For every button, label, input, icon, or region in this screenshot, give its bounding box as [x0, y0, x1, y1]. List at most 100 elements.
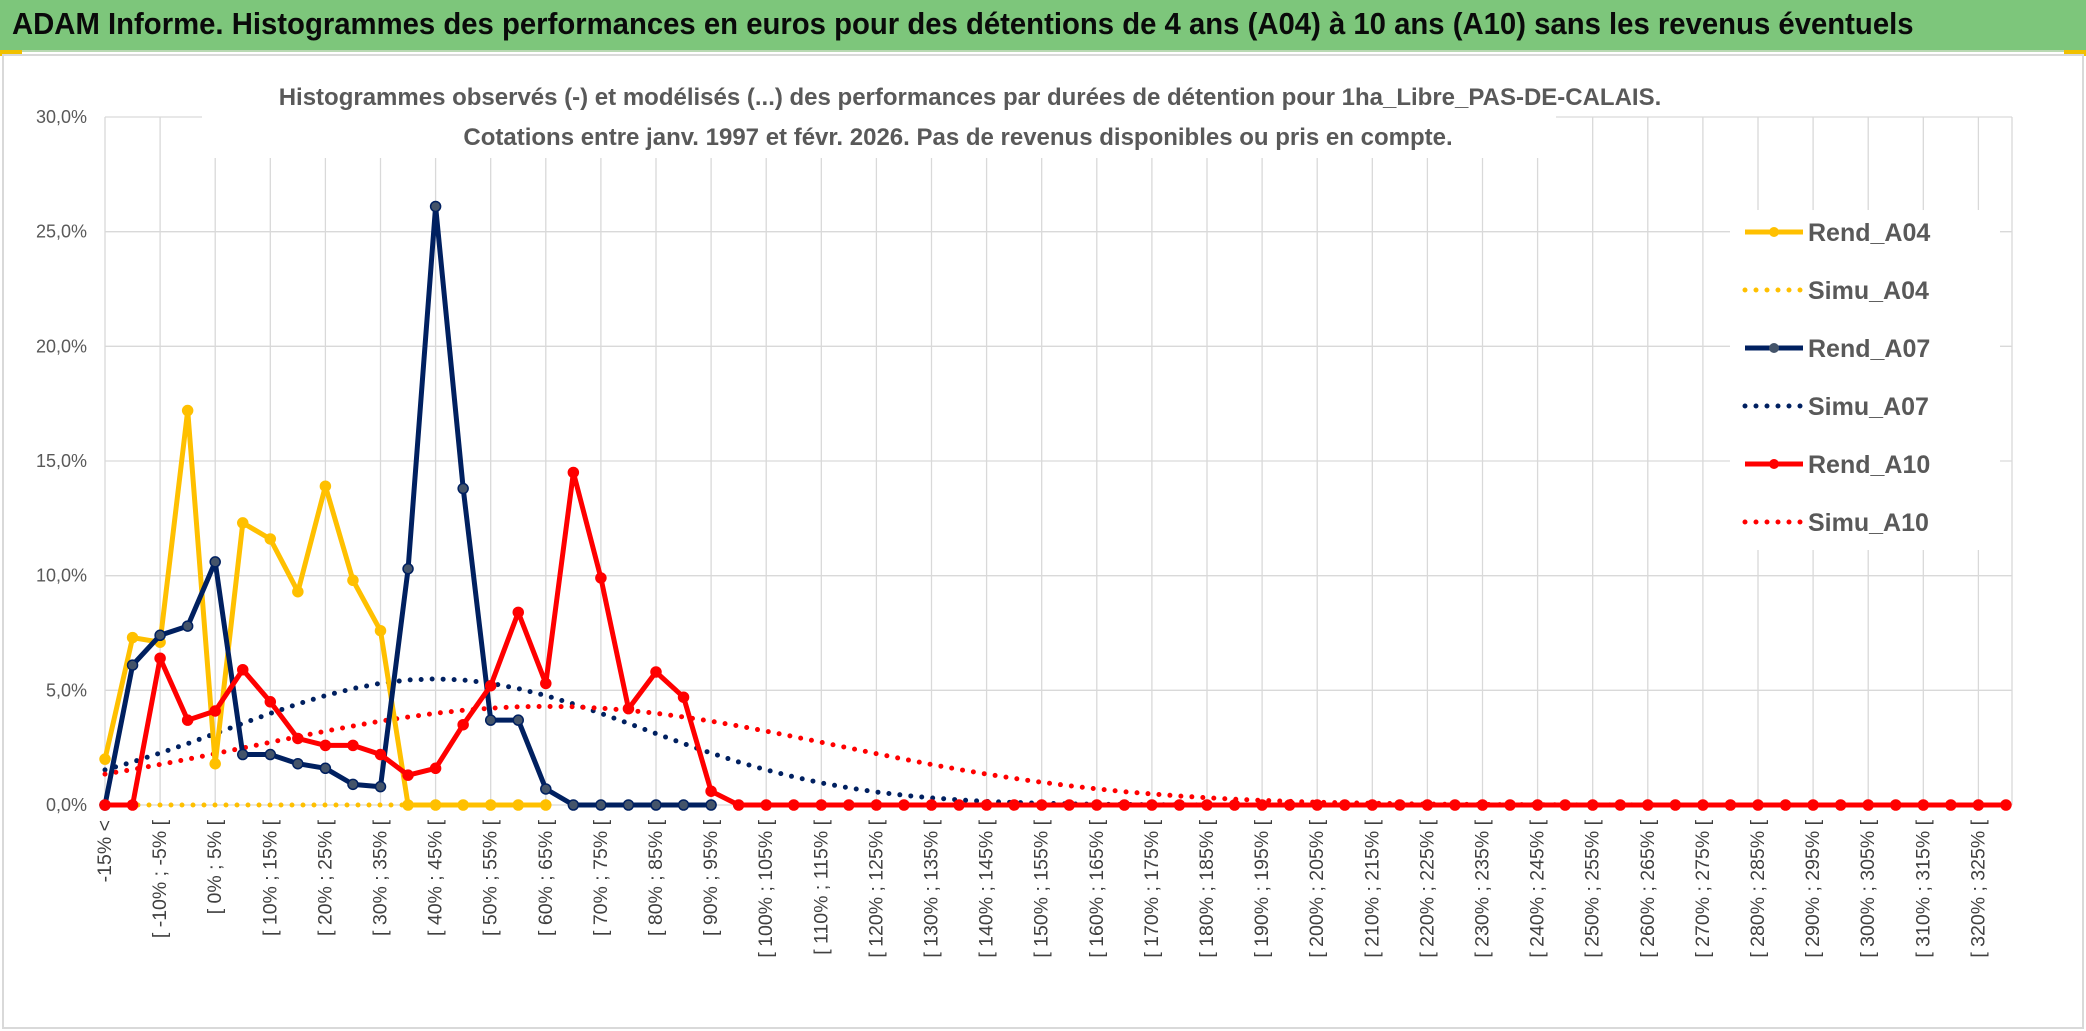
data-point-rend-a10	[484, 679, 497, 692]
data-point-rend-a07	[126, 659, 139, 671]
x-tick-label: [ 80% ; 85% [	[645, 819, 667, 936]
x-tick-label: [ -10% ; -5% [	[149, 819, 171, 938]
data-point-rend-a07	[402, 563, 414, 575]
series-line-rend-a10	[105, 470, 2006, 808]
data-point-rend-a07	[512, 714, 524, 726]
data-point-rend-a10	[1724, 799, 1737, 811]
x-tick-label: [ 250% ; 255% [	[1582, 819, 1604, 957]
data-point-rend-a07	[292, 757, 304, 770]
x-tick-label: [ 130% ; 135% [	[921, 819, 943, 957]
data-point-rend-a10	[1642, 799, 1654, 811]
data-point-rend-a07	[429, 200, 442, 213]
data-point-rend-a07	[650, 799, 662, 811]
x-tick-label: [ 150% ; 155% [	[1031, 819, 1053, 957]
data-point-rend-a10	[457, 718, 469, 731]
x-tick-label: [ 270% ; 275% [	[1692, 819, 1714, 957]
data-point-rend-a10	[1118, 799, 1131, 811]
data-point-rend-a10	[402, 769, 414, 781]
data-point-rend-a07	[457, 482, 469, 495]
x-tick-label: [ 210% ; 215% [	[1361, 819, 1383, 957]
x-tick-label: [ 160% ; 165% [	[1086, 819, 1108, 957]
data-point-rend-a10	[567, 466, 580, 479]
data-point-rend-a10	[788, 799, 800, 811]
page-title: ADAM Informe. Histogrammes des performan…	[12, 6, 1914, 41]
data-point-rend-a07	[154, 629, 166, 642]
data-point-rend-a10	[980, 799, 993, 811]
x-tick-label: [ 300% ; 305% [	[1857, 819, 1879, 957]
data-point-rend-a10	[292, 732, 304, 745]
data-point-rend-a10	[1201, 799, 1213, 811]
data-point-rend-a10	[1917, 799, 1930, 811]
data-point-rend-a04	[347, 574, 359, 587]
data-point-rend-a07	[347, 778, 359, 791]
data-point-rend-a04	[237, 517, 249, 529]
data-point-rend-a10	[1890, 799, 1902, 811]
y-tick-label: 20,0%	[36, 336, 87, 356]
legend-marker	[1769, 227, 1779, 237]
x-tick-label: [ 100% ; 105% [	[755, 819, 777, 957]
data-point-rend-a10	[1476, 799, 1489, 811]
data-point-rend-a10	[1394, 799, 1406, 811]
y-tick-label: 10,0%	[36, 566, 87, 586]
data-point-rend-a04	[292, 585, 304, 598]
data-point-rend-a10	[1504, 799, 1516, 811]
x-tick-label: [ 190% ; 195% [	[1251, 819, 1273, 957]
data-point-rend-a07	[319, 762, 332, 775]
series-line-simu-a07	[102, 676, 1210, 808]
data-point-rend-a10	[1807, 799, 1819, 811]
data-point-rend-a07	[677, 799, 690, 811]
data-point-rend-a10	[705, 785, 717, 797]
x-tick-label: [ 60% ; 65% [	[535, 819, 557, 936]
x-tick-label: [ 230% ; 235% [	[1472, 819, 1494, 957]
data-point-rend-a10	[1256, 799, 1268, 811]
data-point-rend-a07	[374, 780, 387, 793]
header-bar: ADAM Informe. Histogrammes des performan…	[0, 0, 2086, 52]
x-tick-label: [ 90% ; 95% [	[700, 819, 722, 936]
y-tick-label: 0,0%	[46, 795, 87, 815]
data-point-rend-a10	[1669, 799, 1682, 811]
corner-marker-right	[2064, 50, 2086, 56]
x-tick-label: [ 280% ; 285% [	[1747, 819, 1769, 957]
x-tick-label: [ 30% ; 35% [	[370, 819, 392, 936]
x-tick-label: [ 320% ; 325% [	[1967, 819, 1989, 957]
data-point-rend-a10	[1173, 799, 1186, 811]
data-point-rend-a10	[1339, 799, 1351, 811]
x-tick-label: [ 170% ; 175% [	[1141, 819, 1163, 957]
x-tick-label: [ 180% ; 185% [	[1196, 819, 1218, 957]
data-point-rend-a10	[1063, 799, 1075, 811]
legend-marker	[1769, 343, 1779, 353]
x-tick-label: [ 120% ; 125% [	[865, 819, 887, 957]
data-point-rend-a07	[567, 799, 580, 811]
data-point-rend-a10	[732, 799, 745, 811]
data-point-rend-a10	[1614, 799, 1626, 811]
data-point-rend-a07	[484, 714, 497, 726]
data-point-rend-a07	[209, 556, 221, 568]
x-tick-label: [ 140% ; 145% [	[976, 819, 998, 957]
data-point-rend-a04	[209, 757, 221, 770]
chart-title-line-2: Cotations entre janv. 1997 et févr. 2026…	[463, 124, 1452, 151]
data-point-rend-a04	[264, 533, 277, 545]
data-point-rend-a04	[402, 799, 414, 811]
legend-label: Simu_A04	[1808, 277, 1929, 305]
data-point-rend-a10	[1559, 799, 1571, 811]
data-point-rend-a10	[1449, 799, 1461, 811]
data-point-rend-a10	[347, 739, 359, 752]
data-point-rend-a10	[374, 748, 387, 761]
data-point-rend-a10	[815, 799, 828, 811]
data-point-rend-a10	[870, 799, 883, 811]
x-tick-label: [ 260% ; 265% [	[1637, 819, 1659, 957]
y-tick-label: 5,0%	[46, 680, 87, 700]
x-tick-label: [ 40% ; 45% [	[425, 819, 447, 936]
data-point-rend-a10	[181, 714, 194, 726]
y-tick-label: 15,0%	[36, 451, 87, 471]
data-point-rend-a04	[540, 799, 552, 811]
x-tick-label: -15% <	[94, 820, 116, 882]
data-point-rend-a10	[99, 799, 111, 811]
data-point-rend-a04	[484, 799, 497, 811]
data-point-rend-a10	[1531, 799, 1544, 811]
legend-label: Simu_A10	[1808, 509, 1929, 537]
data-point-rend-a10	[1834, 799, 1847, 811]
data-point-rend-a07	[181, 620, 194, 632]
x-tick-label: [ 50% ; 55% [	[480, 819, 502, 936]
